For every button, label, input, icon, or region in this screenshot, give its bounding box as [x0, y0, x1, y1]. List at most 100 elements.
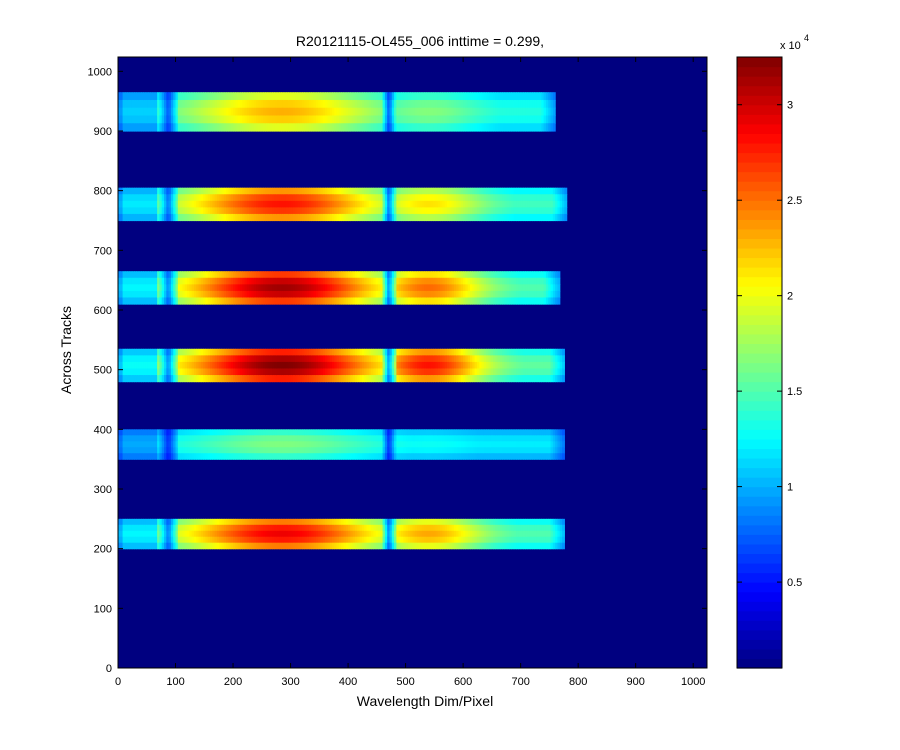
heatmap-cell — [198, 368, 202, 376]
heatmap-cell — [424, 187, 427, 195]
heatmap-cell — [559, 355, 563, 363]
heatmap-cell — [145, 194, 149, 202]
heatmap-cell — [306, 355, 310, 363]
heatmap-cell — [297, 361, 301, 370]
heatmap-cell — [483, 271, 487, 279]
heatmap-cell — [502, 207, 506, 215]
heatmap-cell — [226, 536, 230, 544]
heatmap-cell — [279, 297, 282, 305]
heatmap-cell — [182, 441, 186, 448]
heatmap-cell — [375, 524, 379, 532]
heatmap-cell — [396, 213, 400, 222]
heatmap-cell — [453, 297, 457, 305]
heatmap-cell — [129, 200, 133, 208]
heatmap-cell — [410, 536, 414, 544]
heatmap-cell — [210, 290, 213, 299]
heatmap-cell — [534, 453, 538, 460]
heatmap-cell — [493, 429, 496, 436]
heatmap-cell — [180, 435, 184, 442]
heatmap-cell — [483, 194, 487, 202]
heatmap-cell — [520, 213, 524, 222]
heatmap-cell — [147, 447, 151, 454]
heatmap-cell — [437, 542, 441, 550]
heatmap-cell — [285, 207, 289, 215]
heatmap-cell — [124, 542, 128, 550]
heatmap-cell — [230, 284, 234, 292]
heatmap-cell — [559, 530, 563, 538]
heatmap-cell — [150, 368, 154, 376]
heatmap-cell — [166, 99, 170, 109]
heatmap-cell — [246, 447, 250, 454]
heatmap-cell — [246, 207, 250, 215]
heatmap-cell — [311, 368, 315, 376]
heatmap-cell — [235, 375, 239, 383]
heatmap-cell — [237, 429, 241, 436]
heatmap-cell — [288, 355, 292, 363]
heatmap-cell — [258, 207, 262, 215]
heatmap-cell — [513, 284, 517, 292]
heatmap-cell — [407, 277, 411, 285]
heatmap-cell — [173, 194, 177, 202]
heatmap-cell — [164, 348, 167, 356]
heatmap-cell — [435, 441, 439, 448]
heatmap-cell — [396, 447, 400, 454]
heatmap-cell — [541, 355, 545, 363]
heatmap-cell — [336, 207, 340, 215]
heatmap-cell — [433, 542, 437, 550]
heatmap-cell — [221, 348, 225, 356]
heatmap-cell — [497, 200, 501, 208]
heatmap-cell — [168, 429, 172, 436]
heatmap-cell — [210, 213, 213, 222]
heatmap-cell — [343, 187, 347, 195]
heatmap-cell — [302, 524, 305, 532]
heatmap-cell — [141, 297, 144, 305]
heatmap-cell — [463, 361, 467, 370]
heatmap-cell — [352, 518, 356, 526]
heatmap-cell — [279, 368, 282, 376]
heatmap-cell — [486, 290, 490, 299]
heatmap-cell — [256, 213, 259, 222]
heatmap-cell — [453, 361, 457, 370]
heatmap-cell — [371, 297, 374, 305]
heatmap-cell — [410, 368, 414, 376]
heatmap-cell — [444, 375, 448, 383]
heatmap-cell — [451, 355, 455, 363]
heatmap-cell — [368, 453, 372, 460]
heatmap-cell — [559, 429, 563, 436]
heatmap-cell — [134, 187, 138, 195]
heatmap-cell — [191, 368, 195, 376]
heatmap-cell — [226, 530, 230, 538]
heatmap-cell — [539, 361, 542, 370]
heatmap-cell — [223, 542, 227, 550]
heatmap-cell — [315, 368, 319, 376]
heatmap-cell — [552, 361, 556, 370]
heatmap-cell — [131, 453, 135, 460]
heatmap-cell — [168, 447, 172, 454]
heatmap-cell — [244, 536, 248, 544]
heatmap-cell — [193, 375, 197, 383]
heatmap-cell — [269, 348, 273, 356]
heatmap-cell — [279, 536, 282, 544]
heatmap-cell — [444, 441, 448, 448]
heatmap-cell — [265, 187, 269, 195]
heatmap-cell — [559, 207, 563, 215]
heatmap-cell — [262, 187, 266, 195]
heatmap-cell — [371, 194, 374, 202]
heatmap-cell — [180, 524, 184, 532]
heatmap-cell — [453, 207, 457, 215]
heatmap-cell — [502, 435, 506, 442]
heatmap-cell — [177, 368, 181, 376]
heatmap-cell — [377, 290, 381, 299]
heatmap-cell — [182, 123, 186, 132]
heatmap-cell — [288, 518, 292, 526]
heatmap-cell — [221, 290, 225, 299]
heatmap-cell — [428, 447, 432, 454]
heatmap-cell — [371, 355, 374, 363]
heatmap-cell — [481, 530, 485, 538]
heatmap-cell — [541, 453, 545, 460]
heatmap-cell — [488, 536, 492, 544]
heatmap-cell — [470, 429, 473, 436]
heatmap-cell — [322, 194, 326, 202]
heatmap-cell — [122, 271, 126, 279]
heatmap-cell — [297, 441, 301, 448]
